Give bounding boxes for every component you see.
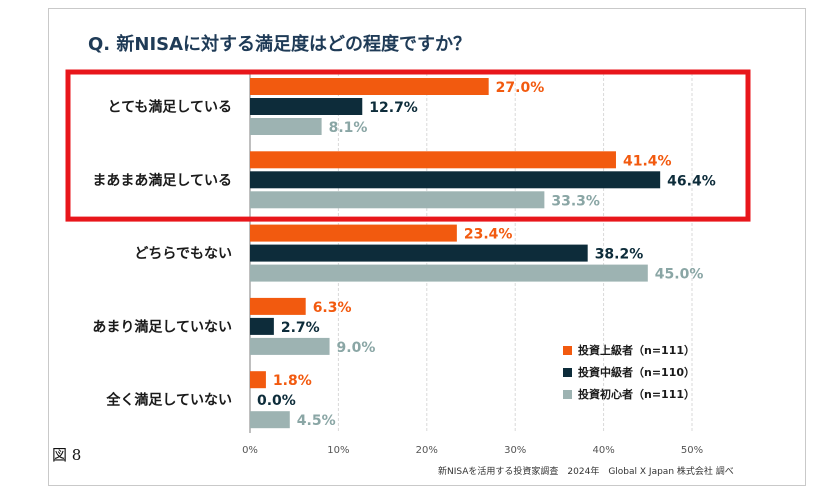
legend-swatch bbox=[563, 346, 572, 355]
data-label: 0.0% bbox=[257, 393, 296, 409]
data-label: 2.7% bbox=[281, 320, 320, 336]
x-tick-label: 0% bbox=[242, 445, 258, 456]
legend-label: 投資初心者（n=111） bbox=[578, 387, 695, 401]
bar bbox=[250, 371, 266, 389]
data-label: 46.4% bbox=[667, 173, 716, 189]
data-label: 23.4% bbox=[464, 227, 513, 243]
data-label: 27.0% bbox=[496, 80, 545, 96]
bars bbox=[250, 78, 661, 429]
data-label: 12.7% bbox=[369, 100, 418, 116]
legend-label: 投資中級者（n=110） bbox=[578, 365, 695, 379]
bar bbox=[250, 151, 616, 169]
category-labels: とても満足しているまあまあ満足しているどちらでもないあまり満足していない全く満足… bbox=[92, 99, 232, 409]
highlight-rect bbox=[65, 69, 751, 222]
category-label: どちらでもない bbox=[134, 246, 232, 262]
data-label: 45.0% bbox=[655, 267, 704, 283]
data-label: 6.3% bbox=[313, 300, 352, 316]
data-label: 8.1% bbox=[329, 120, 368, 136]
figure-label: 図 8 bbox=[52, 446, 81, 464]
data-label: 38.2% bbox=[595, 247, 644, 263]
category-label: まあまあ満足している bbox=[92, 172, 232, 189]
data-label: 41.4% bbox=[623, 153, 672, 169]
chart-title: Q. 新NISAに対する満足度はどの程度ですか？ bbox=[88, 33, 471, 55]
bar bbox=[250, 171, 661, 189]
bar bbox=[250, 337, 330, 355]
bar bbox=[250, 317, 274, 335]
legend-label: 投資上級者（n=111） bbox=[578, 343, 695, 357]
bar bbox=[250, 191, 545, 209]
legend-swatch bbox=[563, 368, 572, 377]
highlight-box bbox=[65, 69, 751, 222]
legend: 投資上級者（n=111） 投資中級者（n=110） 投資初心者（n=111） bbox=[563, 343, 695, 401]
source-note: 新NISAを活用する投資家調査 2024年 Global X Japan 株式会… bbox=[438, 465, 734, 477]
data-label: 1.8% bbox=[273, 373, 312, 389]
x-tick-label: 20% bbox=[416, 445, 438, 456]
bar bbox=[250, 98, 363, 115]
bar bbox=[250, 244, 588, 262]
legend-swatch bbox=[563, 390, 572, 399]
bar bbox=[250, 224, 457, 242]
bar bbox=[250, 264, 648, 282]
x-tick-label: 40% bbox=[592, 445, 614, 456]
x-tick-label: 10% bbox=[327, 445, 349, 456]
bar bbox=[250, 297, 306, 315]
bar bbox=[250, 118, 322, 135]
category-label: 全く満足していない bbox=[105, 392, 232, 409]
x-tick-labels: 0% 10% 20% 30% 40% 50% bbox=[242, 445, 703, 456]
x-tick-label: 50% bbox=[681, 445, 703, 456]
category-label: あまり満足していない bbox=[92, 318, 232, 335]
category-label: とても満足している bbox=[108, 99, 232, 116]
data-label: 4.5% bbox=[297, 413, 336, 429]
bar bbox=[250, 78, 489, 95]
x-tick-label: 30% bbox=[504, 445, 526, 456]
data-label: 9.0% bbox=[337, 340, 376, 356]
data-label: 33.3% bbox=[551, 193, 600, 209]
bar bbox=[250, 411, 290, 429]
data-labels: 27.0% 12.7%8.1% 41.4% 46.4% 33.3% 23.4% 38.2% 4… bbox=[257, 80, 716, 429]
